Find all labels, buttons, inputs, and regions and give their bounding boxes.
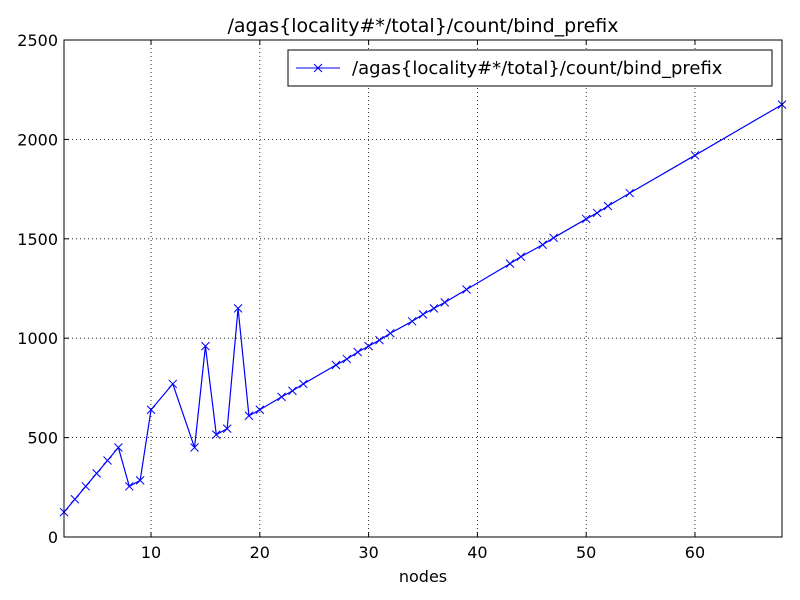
data-point-marker bbox=[190, 443, 199, 452]
data-point-marker bbox=[146, 405, 156, 415]
x-tick-label: 60 bbox=[685, 543, 705, 562]
data-point-marker bbox=[549, 233, 558, 243]
data-point-marker bbox=[625, 188, 635, 198]
data-point-marker bbox=[222, 424, 232, 434]
x-tick-label: 40 bbox=[467, 543, 487, 562]
y-tick-label: 1000 bbox=[17, 329, 58, 348]
data-point-marker bbox=[592, 208, 602, 218]
data-point-marker bbox=[114, 443, 123, 452]
data-point-marker bbox=[342, 354, 352, 364]
data-point-marker bbox=[418, 309, 428, 319]
x-tick-label: 50 bbox=[576, 543, 596, 562]
tick-layer: 10 20 30 40 50 60 0 500 1000 1500 2000 2500 bbox=[17, 31, 782, 562]
data-point-marker bbox=[201, 341, 210, 351]
x-tick-label: 10 bbox=[141, 543, 161, 562]
legend-marker-x-icon bbox=[313, 63, 323, 73]
data-point-marker bbox=[429, 304, 439, 313]
data-point-marker bbox=[211, 430, 221, 439]
data-point-marker bbox=[135, 475, 145, 485]
data-point-marker bbox=[255, 405, 265, 415]
data-point-marker bbox=[168, 379, 178, 389]
legend-entry-label: /agas{locality#*/total}/count/bind_prefi… bbox=[352, 58, 723, 79]
plot-frame bbox=[63, 39, 783, 538]
data-point-marker bbox=[244, 411, 254, 421]
data-point-marker bbox=[70, 494, 80, 504]
data-point-marker bbox=[603, 201, 613, 211]
y-tick-label: 2500 bbox=[17, 31, 58, 50]
data-point-marker bbox=[516, 252, 526, 262]
chart-title: /agas{locality#*/total}/count/bind_prefi… bbox=[227, 15, 618, 37]
data-point-marker bbox=[505, 259, 515, 269]
data-point-marker bbox=[407, 316, 417, 326]
y-tick-label: 2000 bbox=[17, 130, 58, 149]
data-point-marker bbox=[353, 347, 363, 357]
data-point-marker bbox=[277, 392, 286, 402]
data-point-marker bbox=[92, 469, 101, 478]
data-point-marker bbox=[375, 335, 384, 345]
data-point-marker bbox=[81, 481, 91, 491]
y-tick-label: 0 bbox=[48, 528, 58, 547]
data-point-marker bbox=[124, 481, 134, 491]
data-point-marker bbox=[690, 150, 700, 160]
data-point-marker bbox=[103, 456, 112, 465]
data-point-marker bbox=[233, 304, 243, 313]
data-point-marker bbox=[331, 360, 341, 370]
y-tick-label: 1500 bbox=[17, 230, 58, 249]
data-point-marker bbox=[538, 240, 548, 250]
data-point-marker bbox=[288, 386, 297, 396]
x-axis-label: nodes bbox=[399, 567, 447, 586]
x-tick-label: 30 bbox=[358, 543, 378, 562]
legend: /agas{locality#*/total}/count/bind_prefi… bbox=[287, 49, 773, 87]
data-point-marker bbox=[298, 379, 308, 389]
data-point-marker bbox=[440, 298, 450, 307]
grid-layer bbox=[64, 39, 782, 538]
data-point-marker bbox=[364, 341, 373, 351]
data-point-marker bbox=[581, 214, 591, 224]
data-point-marker bbox=[386, 328, 395, 338]
y-tick-label: 500 bbox=[27, 429, 58, 448]
data-point-marker bbox=[462, 285, 471, 294]
x-tick-label: 20 bbox=[250, 543, 270, 562]
legend-box bbox=[287, 49, 773, 87]
